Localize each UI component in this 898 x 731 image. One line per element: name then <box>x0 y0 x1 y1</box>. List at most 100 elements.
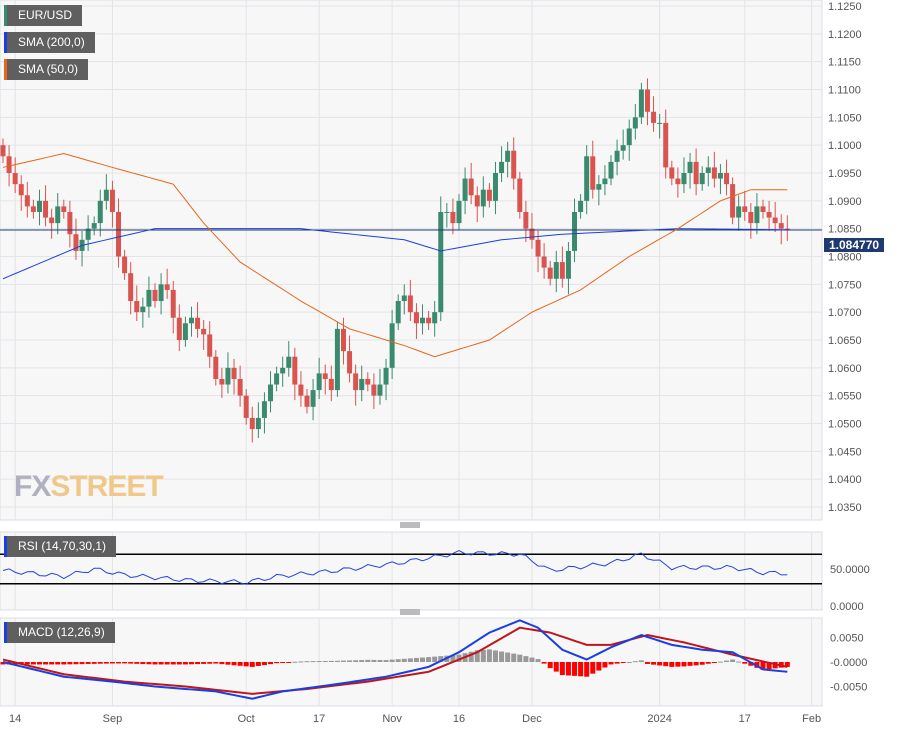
candle-body <box>596 184 602 190</box>
macd-histogram-bar <box>109 662 115 664</box>
candle-body <box>286 356 292 368</box>
macd-histogram-bar <box>572 662 578 676</box>
x-tick-label: 17 <box>313 713 325 725</box>
macd-histogram-bar <box>693 662 699 666</box>
macd-tick-label: 0.0050 <box>830 633 864 645</box>
macd-histogram-bar <box>188 662 194 665</box>
x-tick-label: 14 <box>9 713 21 725</box>
candle-body <box>195 317 201 329</box>
candle-body <box>243 395 249 418</box>
macd-histogram-bar <box>711 662 717 663</box>
macd-histogram-bar <box>669 662 675 667</box>
candle-body <box>249 417 255 430</box>
candle-body <box>699 173 705 185</box>
x-tick-label: Sep <box>103 713 123 725</box>
macd-histogram-bar <box>116 662 122 664</box>
macd-histogram-bar <box>736 661 742 663</box>
candle-body <box>426 317 432 324</box>
macd-histogram-bar <box>578 662 584 677</box>
macd-histogram-bar <box>73 662 79 665</box>
macd-histogram-bar <box>328 660 334 662</box>
candle-body <box>438 211 444 313</box>
macd-tick-label: -0.0050 <box>830 682 867 694</box>
sma50-line <box>2 153 788 358</box>
candle-body <box>517 178 523 212</box>
candle-body <box>36 200 42 212</box>
macd-histogram-bar <box>651 662 657 665</box>
macd-signal-line <box>2 626 788 695</box>
macd-histogram-bar <box>61 662 67 665</box>
candle-body <box>97 200 103 224</box>
price-tick-label: 1.0650 <box>828 335 862 347</box>
candle-body <box>742 206 748 212</box>
macd-histogram-bar <box>237 662 243 666</box>
macd-histogram-bar <box>268 662 274 665</box>
candle-body <box>207 334 213 357</box>
candle-body <box>717 173 723 179</box>
price-tick-label: 1.1250 <box>828 1 862 13</box>
macd-histogram-bar <box>420 657 426 662</box>
macd-histogram-bar <box>413 657 419 662</box>
candle-body <box>322 373 328 379</box>
macd-histogram-bar <box>383 660 389 662</box>
candle-body <box>122 256 128 274</box>
candle-body <box>164 284 170 290</box>
price-tick-label: 1.1100 <box>828 85 861 97</box>
candle-body <box>353 373 359 391</box>
price-tick-label: 1.0550 <box>828 391 862 403</box>
candle-body <box>693 161 699 185</box>
macd-histogram-bar <box>91 662 97 664</box>
candle-body <box>480 189 486 207</box>
macd-histogram-bar <box>377 659 383 662</box>
candle-body <box>559 262 565 279</box>
macd-histogram-bar <box>225 662 231 665</box>
macd-histogram-bar <box>529 657 535 662</box>
price-tick-label: 1.1150 <box>828 57 861 69</box>
macd-histogram-bar <box>766 662 772 670</box>
candle-body <box>340 328 346 352</box>
candle-body <box>632 117 638 129</box>
candle-body <box>237 378 243 396</box>
macd-histogram-bar <box>724 660 730 662</box>
macd-line <box>2 619 788 700</box>
x-tick-label: 17 <box>739 713 751 725</box>
macd-histogram-bar <box>365 659 371 662</box>
legend-sma50[interactable]: SMA (50,0) <box>4 59 89 80</box>
candle-body <box>547 267 553 279</box>
candle-body <box>182 323 188 340</box>
legend-macd[interactable]: MACD (12,26,9) <box>4 622 115 643</box>
candle-body <box>657 122 663 124</box>
price-tick-label: 1.1050 <box>828 112 862 124</box>
candle-body <box>492 173 498 201</box>
macd-histogram-bar <box>49 662 55 665</box>
macd-histogram-bar <box>638 660 644 662</box>
candle-body <box>292 356 298 385</box>
x-tick-label: 2024 <box>647 713 671 725</box>
macd-histogram-bar <box>486 649 492 662</box>
candle-body <box>116 211 122 257</box>
candle-body <box>6 156 12 173</box>
macd-histogram-bar <box>170 662 176 665</box>
candle-body <box>134 301 140 313</box>
macd-histogram-bar <box>97 662 103 664</box>
macd-histogram-bar <box>456 654 462 662</box>
candle-body <box>255 417 261 430</box>
candle-body <box>274 373 280 385</box>
macd-histogram-bar <box>657 662 663 666</box>
macd-histogram-bar <box>182 662 188 665</box>
macd-histogram-bar <box>492 650 498 662</box>
legend-symbol[interactable]: EUR/USD <box>4 5 83 26</box>
legend-sma200[interactable]: SMA (200,0) <box>4 32 95 53</box>
candle-body <box>347 351 353 374</box>
macd-histogram-bar <box>36 662 42 665</box>
candle-body <box>486 189 492 201</box>
candle-body <box>553 262 559 279</box>
macd-histogram-bar <box>340 660 346 662</box>
candle-body <box>49 217 55 224</box>
legend-rsi[interactable]: RSI (14,70,30,1) <box>4 536 117 557</box>
candle-body <box>383 367 389 385</box>
macd-histogram-bar <box>517 654 523 662</box>
candle-body <box>608 161 614 179</box>
macd-histogram-bar <box>201 662 207 664</box>
